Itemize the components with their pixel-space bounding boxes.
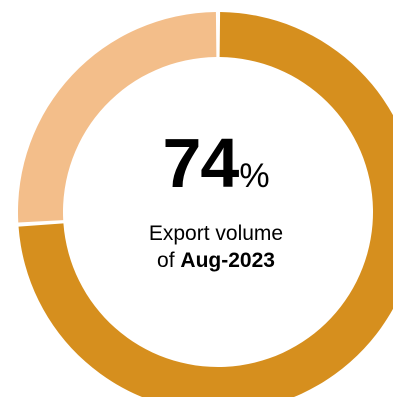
caption-line-2: of Aug-2023 — [96, 247, 336, 274]
percent-unit: % — [239, 157, 270, 195]
percent-readout: 74% — [96, 128, 336, 198]
caption-line-1: Export volume — [148, 222, 284, 245]
caption-prefix: of — [157, 249, 181, 272]
donut-slice-2 — [17, 12, 217, 223]
caption: Export volume of Aug-2023 — [96, 220, 336, 274]
percent-value: 74 — [162, 124, 239, 202]
caption-period: Aug-2023 — [180, 249, 275, 272]
center-label: 74% Export volume of Aug-2023 — [96, 128, 336, 274]
